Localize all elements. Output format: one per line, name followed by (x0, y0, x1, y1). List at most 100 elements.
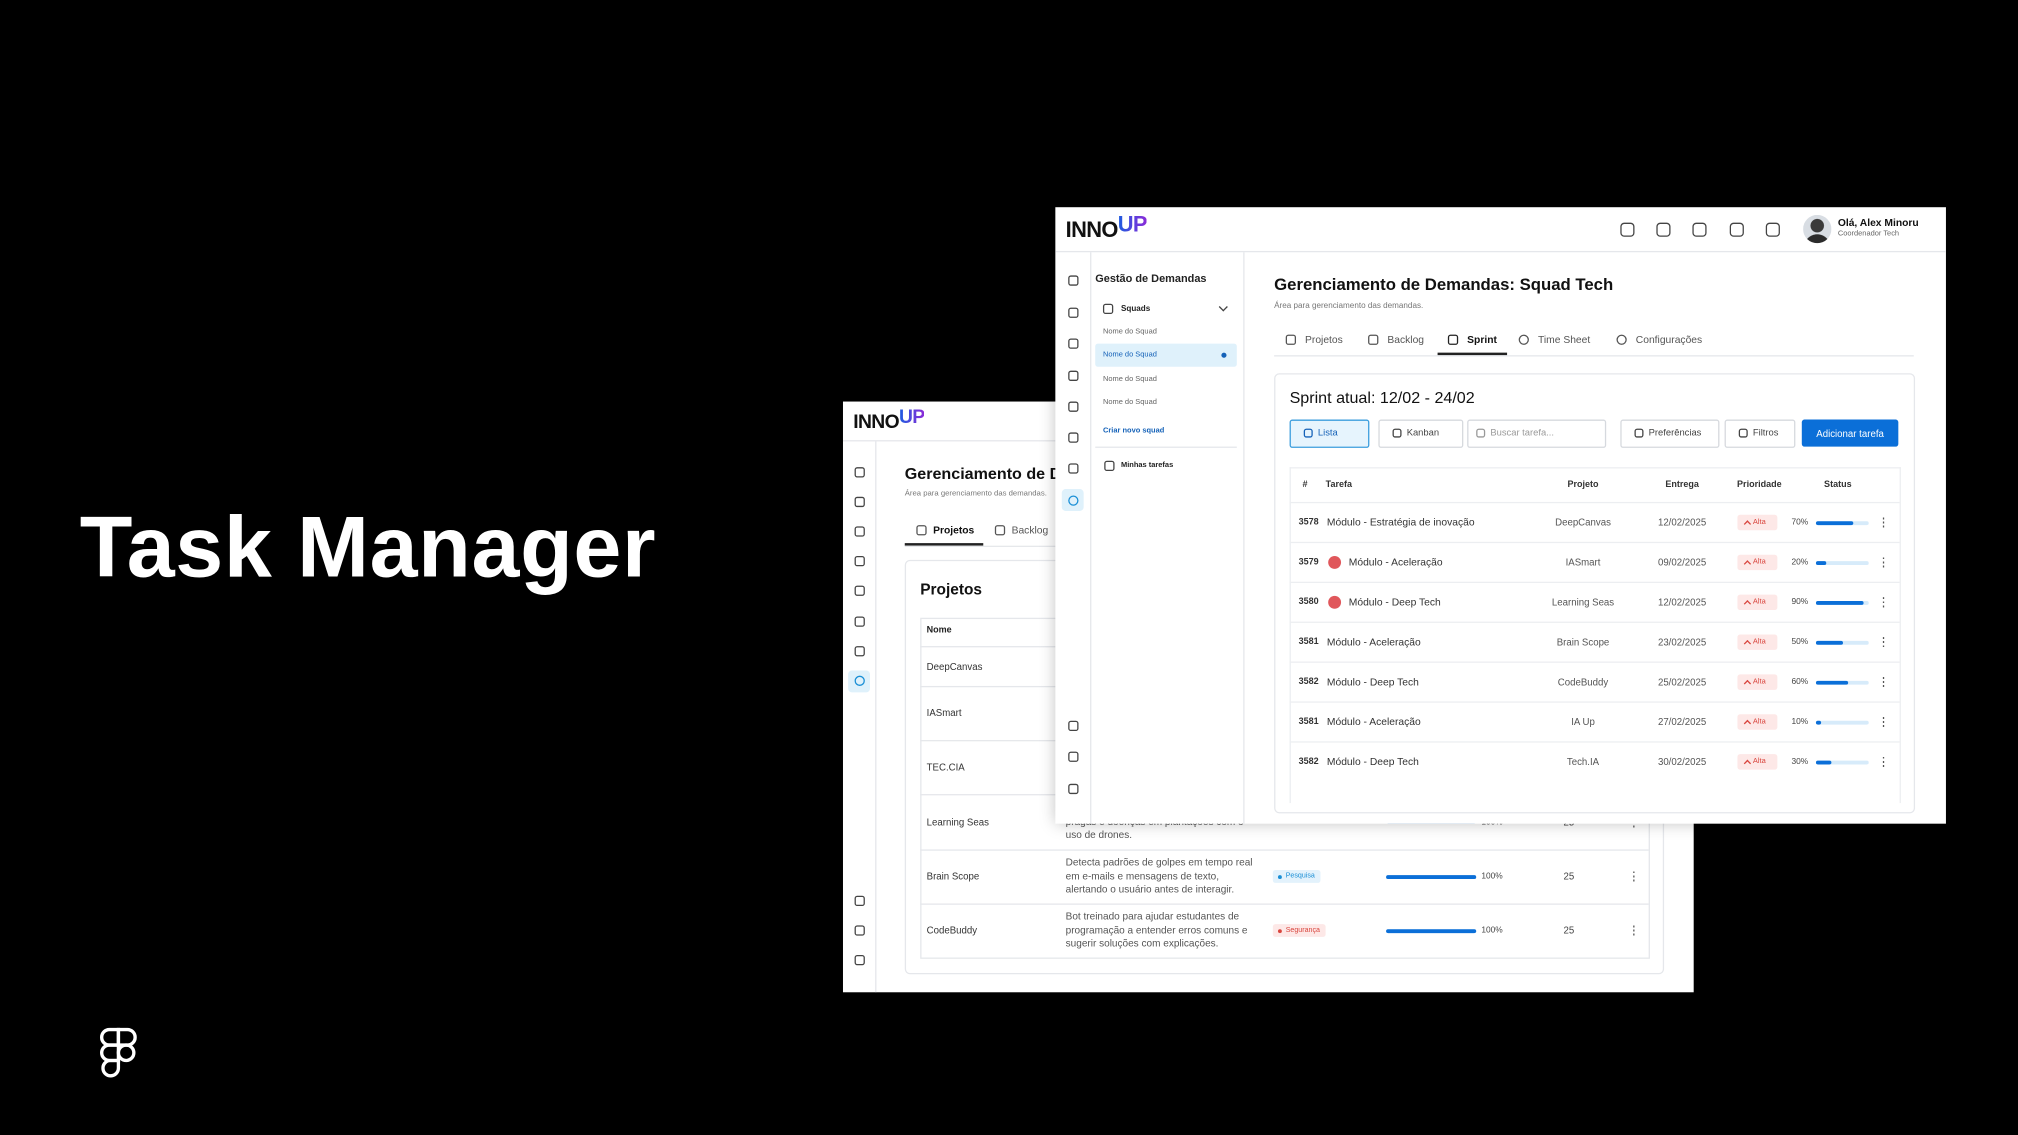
row-menu-dots[interactable] (1632, 871, 1635, 882)
task-name: Módulo - Aceleração (1348, 556, 1443, 569)
icon (1068, 463, 1079, 474)
progress-label: 20% (1791, 557, 1809, 567)
priority-label: Alta (1752, 678, 1766, 686)
page-subtitle: Área para gerenciamento das demandas. (1274, 301, 1424, 311)
tag-dot (1277, 928, 1282, 933)
tab[interactable]: Backlog (1387, 333, 1425, 346)
task-due: 12/02/2025 (1657, 596, 1707, 609)
row-border (920, 849, 1649, 851)
icon-sidebar (875, 441, 877, 993)
progress-label: 60% (1791, 677, 1809, 687)
icon (1068, 338, 1079, 349)
column-header: Nome (926, 626, 952, 636)
header-icon[interactable] (1656, 222, 1671, 237)
icon (1068, 495, 1079, 506)
row-menu-dots[interactable] (1632, 925, 1635, 936)
icon (854, 895, 865, 907)
squad-item[interactable]: Nome do Squad (1102, 375, 1157, 384)
icon (1391, 427, 1401, 437)
project-description: Bot treinado para ajudar estudantes de p… (1065, 910, 1248, 950)
button-label: Preferências (1648, 426, 1702, 439)
header-icon[interactable] (1765, 222, 1780, 237)
sidebar-title: Gestão de Demandas (1095, 271, 1207, 285)
button-kanban[interactable] (1378, 419, 1464, 448)
button-filters[interactable] (1724, 419, 1796, 448)
hero-title: Task Manager (79, 499, 657, 596)
progress-label: 10% (1791, 717, 1809, 727)
icon (854, 496, 865, 508)
row-menu-dots[interactable] (1882, 716, 1885, 728)
logo-accent: UP (898, 406, 925, 428)
squad-item[interactable]: Nome do Squad (1102, 328, 1157, 336)
row-border (1289, 581, 1900, 584)
progress-label: 100% (1481, 925, 1503, 936)
squad-item[interactable]: Nome do Squad (1102, 398, 1157, 407)
task-project: IASmart (1565, 556, 1601, 569)
task-project: Brain Scope (1556, 636, 1610, 649)
progress-bar (1815, 600, 1864, 605)
project-name: Brain Scope (926, 870, 980, 883)
avatar[interactable] (1803, 214, 1832, 244)
tab[interactable]: Configurações (1635, 333, 1703, 346)
task-id: 3581 (1298, 717, 1319, 727)
header-icon[interactable] (1620, 222, 1635, 237)
tab[interactable]: Sprint (1467, 333, 1497, 346)
row-menu-dots[interactable] (1882, 676, 1885, 688)
create-squad[interactable]: Criar novo squad (1102, 427, 1165, 436)
icon (854, 954, 865, 966)
header-icon[interactable] (1692, 222, 1707, 237)
button-label: Filtros (1752, 426, 1779, 439)
squad-dot (1221, 352, 1227, 358)
project-name: IASmart (926, 707, 962, 719)
task-due: 30/02/2025 (1657, 756, 1707, 768)
chevron[interactable] (1218, 302, 1228, 312)
progress-track (1815, 720, 1869, 724)
task-id: 3579 (1298, 557, 1319, 567)
row-menu-dots[interactable] (1882, 597, 1885, 608)
progress-track (1815, 560, 1869, 565)
progress-bar (1815, 520, 1853, 525)
logo-accent: UP (1117, 212, 1148, 237)
icon (916, 525, 927, 536)
tab[interactable]: Time Sheet (1537, 333, 1591, 346)
squad-item[interactable]: Nome do Squad (1102, 351, 1157, 360)
icon (1616, 334, 1627, 345)
button-add[interactable] (1801, 419, 1899, 447)
row-menu-dots[interactable] (1882, 756, 1885, 768)
task-name: Módulo - Deep Tech (1326, 676, 1419, 688)
progress-label: 90% (1791, 597, 1809, 607)
table (1289, 467, 1901, 804)
sidebar-group[interactable]: Squads (1120, 304, 1151, 314)
icon (1738, 427, 1748, 437)
progress-label: 30% (1791, 757, 1809, 767)
task-name: Módulo - Estratégia de inovação (1326, 516, 1475, 529)
icon (854, 616, 865, 627)
button-preferences[interactable] (1620, 419, 1720, 448)
icon (1068, 370, 1079, 381)
squad-selected (1095, 343, 1237, 367)
icon (1475, 427, 1485, 437)
card-title: Projetos (920, 580, 983, 599)
icon (1285, 334, 1297, 345)
row-menu-dots[interactable] (1882, 637, 1885, 648)
icon (854, 646, 865, 657)
project-tag: Pesquisa (1272, 870, 1320, 883)
priority-tag (1737, 754, 1778, 770)
my-tasks[interactable]: Minhas tarefas (1120, 462, 1174, 470)
tab[interactable]: Projetos (1305, 333, 1343, 346)
icon (1102, 303, 1114, 315)
task-project: Learning Seas (1551, 596, 1615, 609)
alert-icon (1328, 555, 1342, 569)
priority-label: Alta (1752, 758, 1766, 766)
icon-sidebar-border (1090, 252, 1092, 824)
row-menu-dots[interactable] (1882, 517, 1885, 528)
task-due: 25/02/2025 (1657, 676, 1707, 688)
row-menu-dots[interactable] (1882, 557, 1885, 568)
task-due: 23/02/2025 (1657, 636, 1707, 649)
button-search[interactable] (1467, 419, 1607, 448)
tab[interactable]: Projetos (933, 524, 975, 537)
button-list[interactable] (1289, 419, 1370, 448)
header-icon[interactable] (1729, 222, 1744, 237)
tab[interactable]: Backlog (1011, 524, 1049, 537)
